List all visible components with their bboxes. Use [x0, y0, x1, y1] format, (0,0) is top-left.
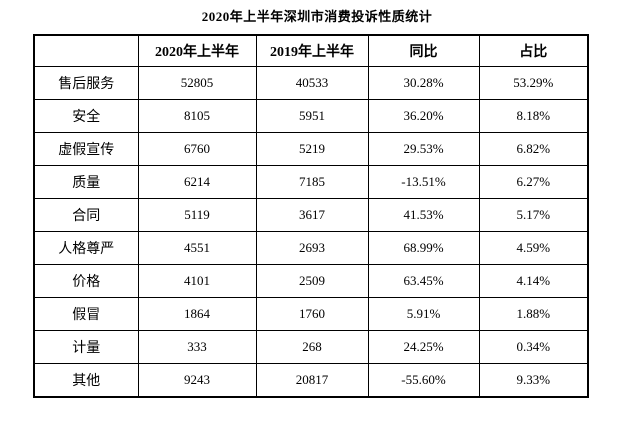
- cell-2020-value: 4101: [137, 264, 257, 298]
- cell-share-value: 8.18%: [478, 99, 589, 133]
- table-row-false-advertising: 虚假宣传 6760 5219 29.53% 6.82%: [33, 132, 589, 166]
- header-row: 2020年上半年 2019年上半年 同比 占比: [33, 34, 589, 67]
- cell-share-value: 9.33%: [478, 363, 589, 398]
- table-row-quality: 质量 6214 7185 -13.51% 6.27%: [33, 165, 589, 199]
- table-row-other: 其他 9243 20817 -55.60% 9.33%: [33, 363, 589, 398]
- cell-share-value: 1.88%: [478, 297, 589, 331]
- cell-2019-value: 2509: [255, 264, 369, 298]
- column-header-2020: 2020年上半年: [137, 34, 257, 67]
- table-row-contract: 合同 5119 3617 41.53% 5.17%: [33, 198, 589, 232]
- column-header-2019: 2019年上半年: [255, 34, 369, 67]
- table-row-dignity: 人格尊严 4551 2693 68.99% 4.59%: [33, 231, 589, 265]
- cell-2020-value: 52805: [137, 66, 257, 100]
- cell-2020-value: 6214: [137, 165, 257, 199]
- table-row-counterfeit: 假冒 1864 1760 5.91% 1.88%: [33, 297, 589, 331]
- cell-yoy-value: 41.53%: [367, 198, 480, 232]
- cell-2020-value: 5119: [137, 198, 257, 232]
- page-title: 2020年上半年深圳市消费投诉性质统计: [201, 9, 433, 24]
- cell-share-value: 4.14%: [478, 264, 589, 298]
- cell-2020-value: 8105: [137, 99, 257, 133]
- column-header-blank: [33, 34, 139, 67]
- row-label: 人格尊严: [33, 231, 139, 265]
- row-label: 其他: [33, 363, 139, 398]
- cell-yoy-value: -55.60%: [367, 363, 480, 398]
- column-header-share: 占比: [478, 34, 589, 67]
- cell-yoy-value: 36.20%: [367, 99, 480, 133]
- cell-2019-value: 7185: [255, 165, 369, 199]
- cell-yoy-value: 5.91%: [367, 297, 480, 331]
- cell-yoy-value: 68.99%: [367, 231, 480, 265]
- cell-2020-value: 333: [137, 330, 257, 364]
- cell-yoy-value: 30.28%: [367, 66, 480, 100]
- row-label: 计量: [33, 330, 139, 364]
- row-label: 合同: [33, 198, 139, 232]
- cell-2019-value: 1760: [255, 297, 369, 331]
- cell-2020-value: 1864: [137, 297, 257, 331]
- cell-yoy-value: 63.45%: [367, 264, 480, 298]
- cell-share-value: 6.27%: [478, 165, 589, 199]
- cell-share-value: 5.17%: [478, 198, 589, 232]
- cell-share-value: 53.29%: [478, 66, 589, 100]
- cell-2019-value: 268: [255, 330, 369, 364]
- cell-2019-value: 20817: [255, 363, 369, 398]
- table-row-price: 价格 4101 2509 63.45% 4.14%: [33, 264, 589, 298]
- cell-2020-value: 4551: [137, 231, 257, 265]
- column-header-yoy: 同比: [367, 34, 480, 67]
- cell-2019-value: 3617: [255, 198, 369, 232]
- cell-yoy-value: 24.25%: [367, 330, 480, 364]
- row-label: 质量: [33, 165, 139, 199]
- cell-share-value: 4.59%: [478, 231, 589, 265]
- table-row-measurement: 计量 333 268 24.25% 0.34%: [33, 330, 589, 364]
- row-label: 假冒: [33, 297, 139, 331]
- cell-yoy-value: -13.51%: [367, 165, 480, 199]
- cell-2019-value: 5951: [255, 99, 369, 133]
- table-row-aftersales: 售后服务 52805 40533 30.28% 53.29%: [33, 66, 589, 100]
- cell-2020-value: 9243: [137, 363, 257, 398]
- cell-2020-value: 6760: [137, 132, 257, 166]
- complaint-statistics-table: 2020年上半年 2019年上半年 同比 占比 售后服务 52805 40533…: [33, 34, 589, 398]
- table-row-safety: 安全 8105 5951 36.20% 8.18%: [33, 99, 589, 133]
- cell-2019-value: 2693: [255, 231, 369, 265]
- row-label: 虚假宣传: [33, 132, 139, 166]
- cell-share-value: 0.34%: [478, 330, 589, 364]
- cell-share-value: 6.82%: [478, 132, 589, 166]
- row-label: 售后服务: [33, 66, 139, 100]
- row-label: 价格: [33, 264, 139, 298]
- cell-2019-value: 40533: [255, 66, 369, 100]
- cell-yoy-value: 29.53%: [367, 132, 480, 166]
- cell-2019-value: 5219: [255, 132, 369, 166]
- row-label: 安全: [33, 99, 139, 133]
